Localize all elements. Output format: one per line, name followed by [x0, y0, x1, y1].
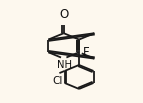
Text: F: F	[83, 46, 90, 59]
Text: O: O	[59, 8, 68, 21]
Text: Cl: Cl	[52, 76, 62, 86]
Text: NH: NH	[57, 60, 72, 70]
